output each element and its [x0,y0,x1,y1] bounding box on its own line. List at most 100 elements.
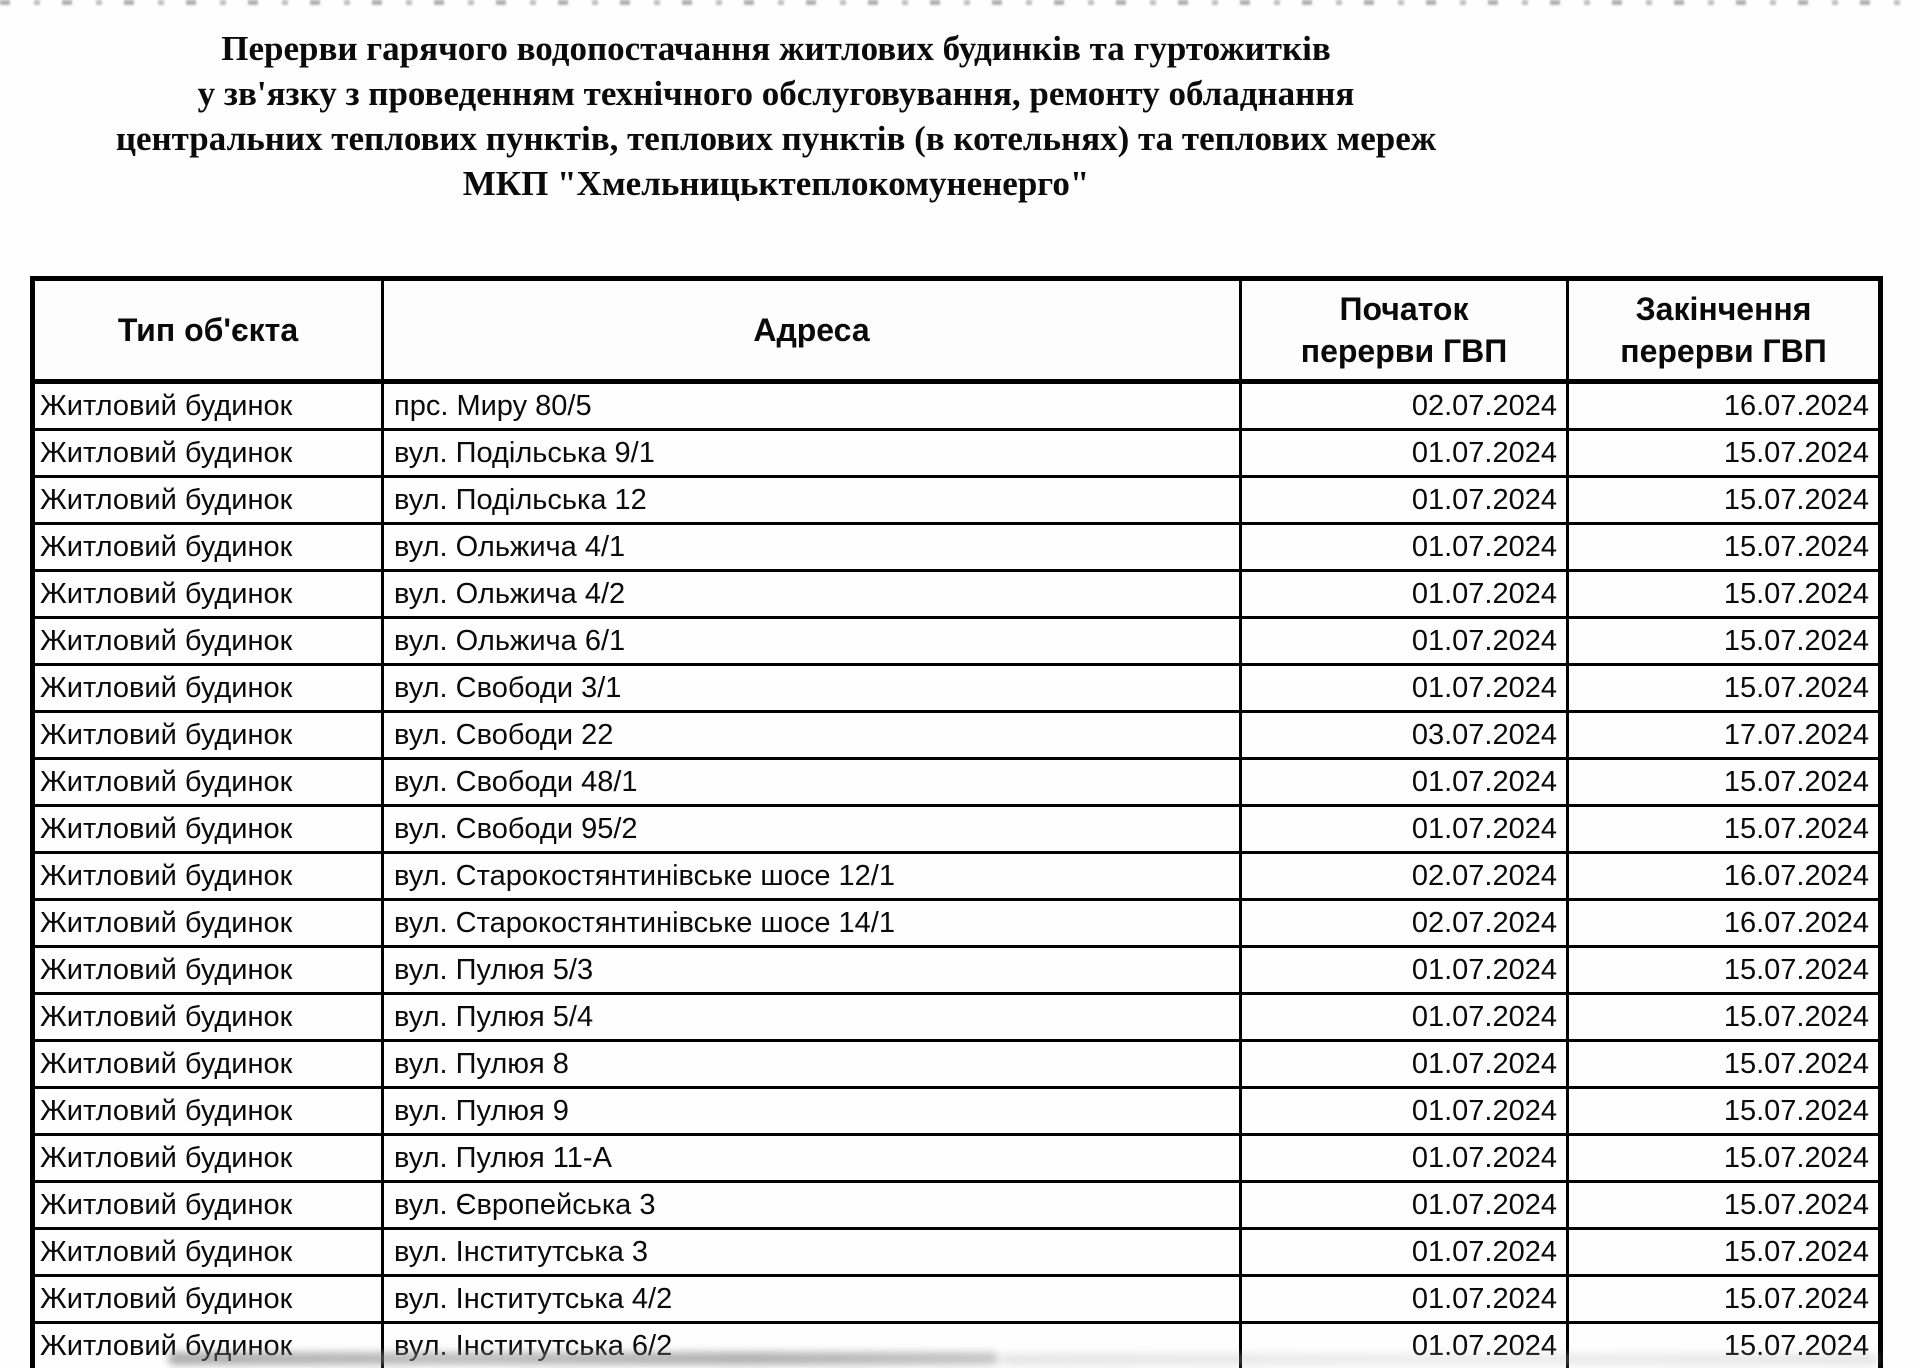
cell-object-type: Житловий будинок [31,945,384,995]
cell-address: вул. Пулюя 5/4 [381,992,1242,1042]
cell-end-date: 15.07.2024 [1566,1039,1882,1089]
cell-address: вул. Пулюя 9 [381,1086,1242,1136]
cell-address: вул. Пулюя 5/3 [381,945,1242,995]
header-object-type: Тип об'єкта [31,277,384,384]
cell-start-date: 01.07.2024 [1239,992,1569,1042]
scan-artifact-bottom-dark [168,1352,998,1365]
cell-end-date: 17.07.2024 [1566,710,1882,760]
table-row: Житловий будинок вул. Пулюя 5/3 01.07.20… [31,945,1882,995]
cell-start-date: 02.07.2024 [1239,898,1569,948]
cell-object-type: Житловий будинок [31,710,384,760]
table-row: Житловий будинок вул. Пулюя 5/4 01.07.20… [31,992,1882,1042]
table-row: Житловий будинок вул. Інститутська 3 01.… [31,1227,1882,1277]
table-row: Житловий будинок вул. Інститутська 4/2 0… [31,1274,1882,1324]
cell-address: вул. Ольжича 6/1 [381,616,1242,666]
cell-address: вул. Інститутська 3 [381,1227,1242,1277]
cell-start-date: 02.07.2024 [1239,851,1569,901]
cell-end-date: 16.07.2024 [1566,380,1882,431]
cell-object-type: Житловий будинок [31,898,384,948]
cell-start-date: 03.07.2024 [1239,710,1569,760]
cell-address: вул. Ольжича 4/2 [381,569,1242,619]
cell-address: вул. Подільська 12 [381,475,1242,525]
cell-address: вул. Свободи 95/2 [381,804,1242,854]
cell-start-date: 01.07.2024 [1239,1039,1569,1089]
scan-artifact-bottom-light [1000,1355,1880,1364]
cell-end-date: 15.07.2024 [1566,428,1882,478]
cell-start-date: 01.07.2024 [1239,663,1569,713]
cell-object-type: Житловий будинок [31,569,384,619]
cell-object-type: Житловий будинок [31,663,384,713]
cell-start-date: 01.07.2024 [1239,1227,1569,1277]
cell-end-date: 16.07.2024 [1566,851,1882,901]
table-header-row: Тип об'єкта Адреса Початок перерви ГВП З… [31,277,1882,384]
cell-end-date: 15.07.2024 [1566,1274,1882,1324]
cell-object-type: Житловий будинок [31,1274,384,1324]
table-row: Житловий будинок вул. Свободи 3/1 01.07.… [31,663,1882,713]
cell-start-date: 01.07.2024 [1239,1086,1569,1136]
cell-object-type: Житловий будинок [31,475,384,525]
table-row: Житловий будинок прс. Миру 80/5 02.07.20… [31,380,1882,431]
cell-object-type: Житловий будинок [31,616,384,666]
cell-end-date: 15.07.2024 [1566,992,1882,1042]
cell-object-type: Житловий будинок [31,380,384,431]
cell-end-date: 15.07.2024 [1566,1133,1882,1183]
cell-start-date: 01.07.2024 [1239,522,1569,572]
cell-object-type: Житловий будинок [31,1133,384,1183]
cell-start-date: 01.07.2024 [1239,569,1569,619]
table-row: Житловий будинок вул. Подільська 12 01.0… [31,475,1882,525]
cell-end-date: 15.07.2024 [1566,757,1882,807]
cell-address: вул. Ольжича 4/1 [381,522,1242,572]
cell-start-date: 01.07.2024 [1239,945,1569,995]
header-address: Адреса [381,277,1242,384]
header-start-line1: Початок [1339,291,1469,327]
cell-address: вул. Свободи 3/1 [381,663,1242,713]
interruptions-table: Тип об'єкта Адреса Початок перерви ГВП З… [30,276,1883,1368]
cell-address: вул. Інститутська 4/2 [381,1274,1242,1324]
cell-start-date: 01.07.2024 [1239,1274,1569,1324]
cell-object-type: Житловий будинок [31,428,384,478]
cell-object-type: Житловий будинок [31,1227,384,1277]
cell-start-date: 01.07.2024 [1239,1133,1569,1183]
cell-address: вул. Старокостянтинівське шосе 12/1 [381,851,1242,901]
table-row: Житловий будинок вул. Старокостянтинівсь… [31,851,1882,901]
cell-address: вул. Старокостянтинівське шосе 14/1 [381,898,1242,948]
cell-end-date: 15.07.2024 [1566,663,1882,713]
cell-object-type: Житловий будинок [31,757,384,807]
cell-start-date: 01.07.2024 [1239,1180,1569,1230]
table-row: Житловий будинок вул. Свободи 48/1 01.07… [31,757,1882,807]
cell-end-date: 15.07.2024 [1566,616,1882,666]
cell-address: вул. Пулюя 11-А [381,1133,1242,1183]
cell-end-date: 15.07.2024 [1566,1180,1882,1230]
header-end-line1: Закінчення [1635,291,1812,327]
title-line-1: Перерви гарячого водопостачання житлових… [221,29,1331,68]
table-row: Житловий будинок вул. Європейська 3 01.0… [31,1180,1882,1230]
cell-object-type: Житловий будинок [31,522,384,572]
table-row: Житловий будинок вул. Ольжича 6/1 01.07.… [31,616,1882,666]
cell-end-date: 15.07.2024 [1566,475,1882,525]
cell-start-date: 01.07.2024 [1239,616,1569,666]
cell-end-date: 15.07.2024 [1566,945,1882,995]
header-end-date: Закінчення перерви ГВП [1566,277,1882,384]
cell-start-date: 01.07.2024 [1239,757,1569,807]
cell-address: вул. Свободи 22 [381,710,1242,760]
title-line-3: центральних теплових пунктів, теплових п… [115,119,1437,158]
title-line-4: МКП "Хмельницьктеплокомуненерго" [462,164,1090,203]
header-start-date: Початок перерви ГВП [1239,277,1569,384]
scan-artifact-top [0,0,1920,5]
cell-object-type: Житловий будинок [31,992,384,1042]
cell-end-date: 15.07.2024 [1566,1086,1882,1136]
cell-object-type: Житловий будинок [31,804,384,854]
table-row: Житловий будинок вул. Пулюя 9 01.07.2024… [31,1086,1882,1136]
cell-end-date: 15.07.2024 [1566,569,1882,619]
header-start-line2: перерви ГВП [1300,333,1508,369]
cell-address: вул. Свободи 48/1 [381,757,1242,807]
title-line-2: у зв'язку з проведенням технічного обслу… [197,74,1355,113]
cell-start-date: 01.07.2024 [1239,475,1569,525]
cell-object-type: Житловий будинок [31,1039,384,1089]
cell-address: прс. Миру 80/5 [381,380,1242,431]
cell-end-date: 15.07.2024 [1566,804,1882,854]
cell-start-date: 01.07.2024 [1239,428,1569,478]
table-row: Житловий будинок вул. Ольжича 4/2 01.07.… [31,569,1882,619]
table-row: Житловий будинок вул. Ольжича 4/1 01.07.… [31,522,1882,572]
cell-address: вул. Пулюя 8 [381,1039,1242,1089]
